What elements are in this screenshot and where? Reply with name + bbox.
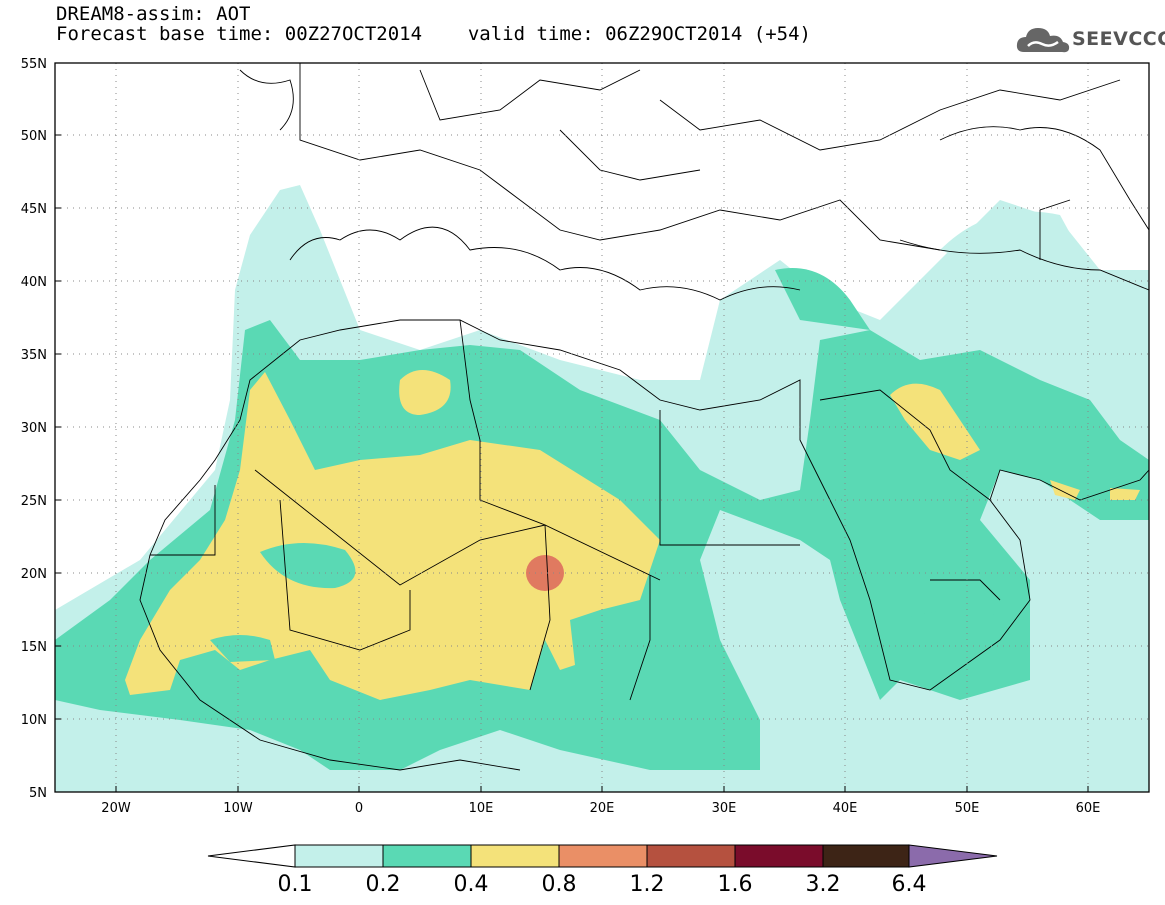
borders	[139, 63, 1149, 771]
aot-level-0.8	[526, 555, 564, 591]
lat-label: 45N	[21, 202, 47, 217]
valid-time: valid time: 06Z29OCT2014 (+54)	[467, 23, 811, 45]
lat-label: 35N	[21, 348, 47, 363]
seevccc-logo: SEEVCCC	[1016, 22, 1165, 58]
map-title: DREAM8-assim: AOT	[56, 3, 251, 25]
lat-label: 50N	[21, 129, 47, 144]
colorbar-low-arrow	[207, 844, 296, 868]
colorbar-labels: 0.1 0.2 0.4 0.8 1.2 1.6 3.2 6.4	[278, 872, 927, 897]
logo-text: SEEVCCC	[1072, 28, 1165, 50]
ticks	[55, 62, 1089, 793]
lon-label: 50E	[955, 801, 980, 816]
aot-field	[55, 185, 1149, 792]
colorbar-swatch	[734, 844, 824, 868]
lon-label: 20E	[590, 801, 615, 816]
lat-label: 55N	[21, 57, 47, 72]
time-info: Forecast base time: 00Z27OCT2014 valid t…	[56, 24, 811, 44]
lat-label: 15N	[21, 640, 47, 655]
colorbar-swatch	[558, 844, 648, 868]
lat-labels: 55N 50N 45N 40N 35N 30N 25N 20N 15N 10N …	[21, 57, 47, 801]
lat-label: 10N	[21, 713, 47, 728]
lon-labels: 20W 10W 0 10E 20E 30E 40E 50E 60E	[101, 801, 1100, 816]
colorbar-swatch	[382, 844, 472, 868]
colorbar-swatch	[822, 844, 910, 868]
lon-label: 0	[355, 801, 363, 816]
colorbar-swatch	[294, 844, 384, 868]
colorbar-label: 0.8	[542, 872, 577, 897]
lat-label: 20N	[21, 567, 47, 582]
lat-label: 30N	[21, 421, 47, 436]
lat-label: 25N	[21, 494, 47, 509]
colorbar-label: 0.2	[366, 872, 401, 897]
colorbar-label: 3.2	[806, 872, 841, 897]
grid	[55, 63, 1149, 792]
lat-label: 5N	[29, 786, 47, 801]
cloud-icon	[1016, 28, 1070, 53]
colorbar-swatch	[470, 844, 560, 868]
lon-label: 40E	[833, 801, 858, 816]
lon-label: 20W	[101, 801, 131, 816]
colorbar-label: 1.6	[718, 872, 753, 897]
aot-level-0.4	[125, 370, 1140, 700]
colorbar	[207, 844, 998, 868]
lon-label: 10E	[469, 801, 494, 816]
base-time: Forecast base time: 00Z27OCT2014	[56, 23, 423, 45]
lon-label: 60E	[1076, 801, 1101, 816]
colorbar-label: 0.4	[454, 872, 489, 897]
colorbar-label: 0.1	[278, 872, 313, 897]
colorbar-label: 1.2	[630, 872, 665, 897]
colorbar-label: 6.4	[892, 872, 927, 897]
colorbar-swatch	[646, 844, 736, 868]
colorbar-high-arrow	[908, 844, 998, 868]
lon-label: 30E	[712, 801, 737, 816]
lat-label: 40N	[21, 275, 47, 290]
lon-label: 10W	[223, 801, 253, 816]
